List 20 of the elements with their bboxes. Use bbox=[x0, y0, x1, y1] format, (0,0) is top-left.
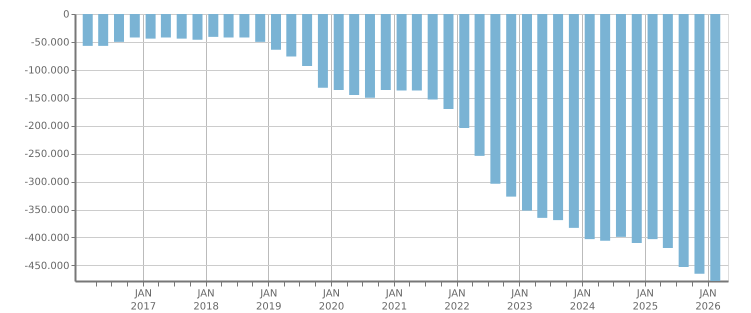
x-tick-label: JAN 2021 bbox=[382, 288, 408, 312]
x-tick-label: JAN 2026 bbox=[695, 288, 721, 312]
x-tick-label: JAN 2024 bbox=[570, 288, 596, 312]
x-tick-label: JAN 2017 bbox=[130, 288, 156, 312]
y-tick-label: -150.000 bbox=[24, 93, 70, 104]
y-tick-label: -350.000 bbox=[24, 205, 70, 216]
y-tick-label: 0 bbox=[63, 10, 70, 20]
x-tick-label: JAN 2022 bbox=[444, 288, 470, 312]
x-tick-label: JAN 2023 bbox=[507, 288, 532, 312]
y-tick-label: -450.000 bbox=[24, 260, 70, 272]
y-tick-label: -200.000 bbox=[24, 121, 70, 132]
x-tick-label: JAN 2018 bbox=[193, 288, 219, 312]
y-tick-label: -50.000 bbox=[30, 37, 70, 48]
x-tick-label: JAN 2020 bbox=[318, 288, 344, 312]
x-tick-label: JAN 2019 bbox=[256, 288, 282, 312]
y-tick-label: -400.000 bbox=[24, 232, 70, 244]
y-tick-label: -250.000 bbox=[24, 149, 70, 160]
x-tick-label: JAN 2025 bbox=[632, 288, 658, 312]
y-tick-label: -300.000 bbox=[24, 177, 70, 188]
y-tick-label: -100.000 bbox=[24, 65, 70, 76]
